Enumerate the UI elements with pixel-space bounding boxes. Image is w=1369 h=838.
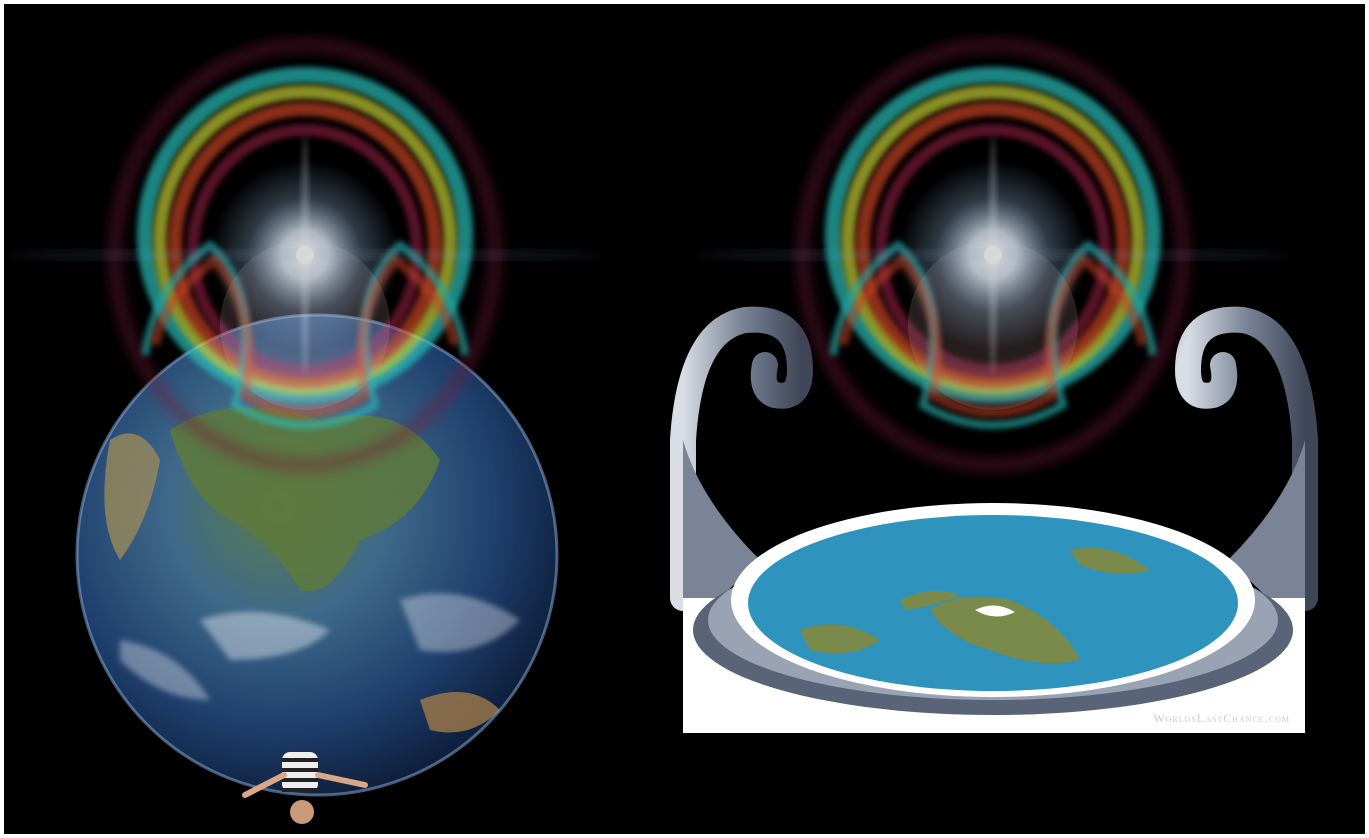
flat-earth-shape [800,547,1150,664]
watermark: WorldsLastChance.com [1153,711,1290,725]
person [242,752,368,824]
person-shape [282,758,318,792]
flat-earth [670,306,1318,733]
person-shape [242,772,368,798]
flat-earth-shape [975,605,1015,617]
globe-shape [120,640,210,700]
flat-earth-shape [683,440,760,598]
person-shape [290,800,314,824]
flat-earth-shape [670,306,814,611]
flat-earth-shape [1228,440,1305,598]
globe-shape [104,433,160,560]
globe-shape [400,593,520,652]
globe-shape [200,612,330,660]
globe-shape [420,692,500,733]
flat-earth-shape [1174,306,1318,611]
